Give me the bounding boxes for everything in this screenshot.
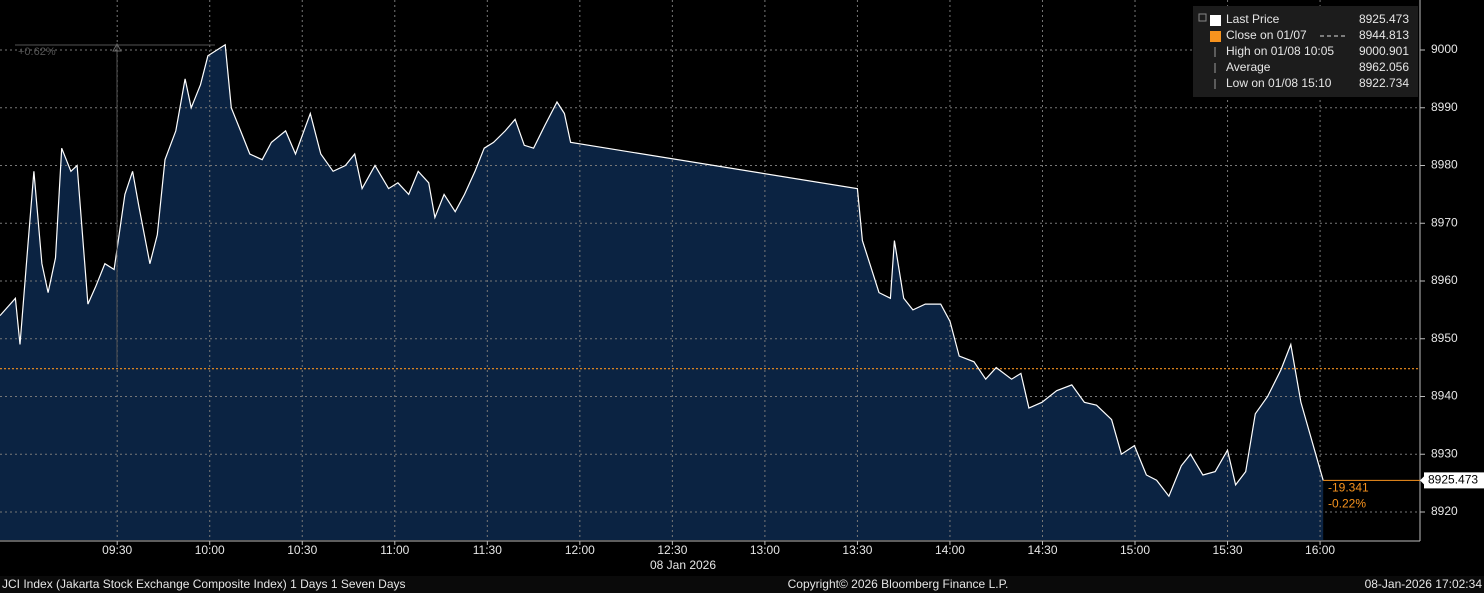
legend-collapse xyxy=(1198,13,1207,22)
change-label: -19.341 xyxy=(1328,481,1369,495)
legend-value: 8944.813 xyxy=(1359,28,1409,42)
y-tick-label: 8990 xyxy=(1431,100,1458,114)
legend-value: 9000.901 xyxy=(1359,44,1409,58)
x-tick-label: 15:30 xyxy=(1213,543,1243,557)
date-label: 08 Jan 2026 xyxy=(650,558,716,572)
price-line xyxy=(0,43,1324,498)
legend-label: High on 01/08 10:05 xyxy=(1226,44,1334,58)
plot-area xyxy=(0,0,1420,541)
legend-value: 8962.056 xyxy=(1359,60,1409,74)
y-tick-label: 8980 xyxy=(1431,158,1458,172)
x-tick-label: 14:30 xyxy=(1027,543,1057,557)
last-price-pointer xyxy=(1420,475,1425,486)
legend-label: Low on 01/08 15:10 xyxy=(1226,76,1332,90)
y-tick-label: 8950 xyxy=(1431,331,1458,345)
legend-swatch xyxy=(1210,15,1221,26)
legend-value: 8922.734 xyxy=(1359,76,1409,90)
footer-right: 08-Jan-2026 17:02:34 xyxy=(1365,577,1483,591)
x-tick-label: 12:00 xyxy=(565,543,595,557)
legend-label: Average xyxy=(1226,60,1271,74)
y-tick-label: 9000 xyxy=(1431,42,1458,56)
y-tick-label: 8920 xyxy=(1431,504,1458,518)
change-pct-label: -0.22% xyxy=(1328,497,1366,511)
y-tick-label: 8940 xyxy=(1431,389,1458,403)
footer-bar xyxy=(0,576,1484,593)
last-price-label: 8925.473 xyxy=(1428,473,1478,487)
marker-icon xyxy=(112,42,122,52)
x-tick-label: 14:00 xyxy=(935,543,965,557)
x-tick-label: 11:30 xyxy=(473,543,502,557)
x-tick-label: 16:00 xyxy=(1305,543,1335,557)
x-tick-label: 15:00 xyxy=(1120,543,1150,557)
legend-label: Close on 01/07 xyxy=(1226,28,1307,42)
x-tick-label: 10:00 xyxy=(195,543,225,557)
legend-label: Last Price xyxy=(1226,12,1280,26)
legend-swatch xyxy=(1210,31,1221,42)
footer-left: JCI Index (Jakarta Stock Exchange Compos… xyxy=(2,577,406,591)
legend-box xyxy=(1193,6,1418,97)
y-tick-label: 8960 xyxy=(1431,273,1458,287)
annotation: +0.62% xyxy=(18,46,56,58)
x-tick-label: 12:30 xyxy=(657,543,687,557)
x-tick-label: 11:00 xyxy=(380,543,409,557)
y-tick-label: 8970 xyxy=(1431,215,1458,229)
x-tick-label: 13:00 xyxy=(750,543,780,557)
x-tick-label: 13:30 xyxy=(842,543,872,557)
legend-value: 8925.473 xyxy=(1359,12,1409,26)
footer-center: Copyright© 2026 Bloomberg Finance L.P. xyxy=(788,577,1009,591)
x-tick-label: 09:30 xyxy=(102,543,132,557)
x-tick-label: 10:30 xyxy=(287,543,317,557)
y-tick-label: 8930 xyxy=(1431,446,1458,460)
last-price-tag xyxy=(1424,472,1484,489)
